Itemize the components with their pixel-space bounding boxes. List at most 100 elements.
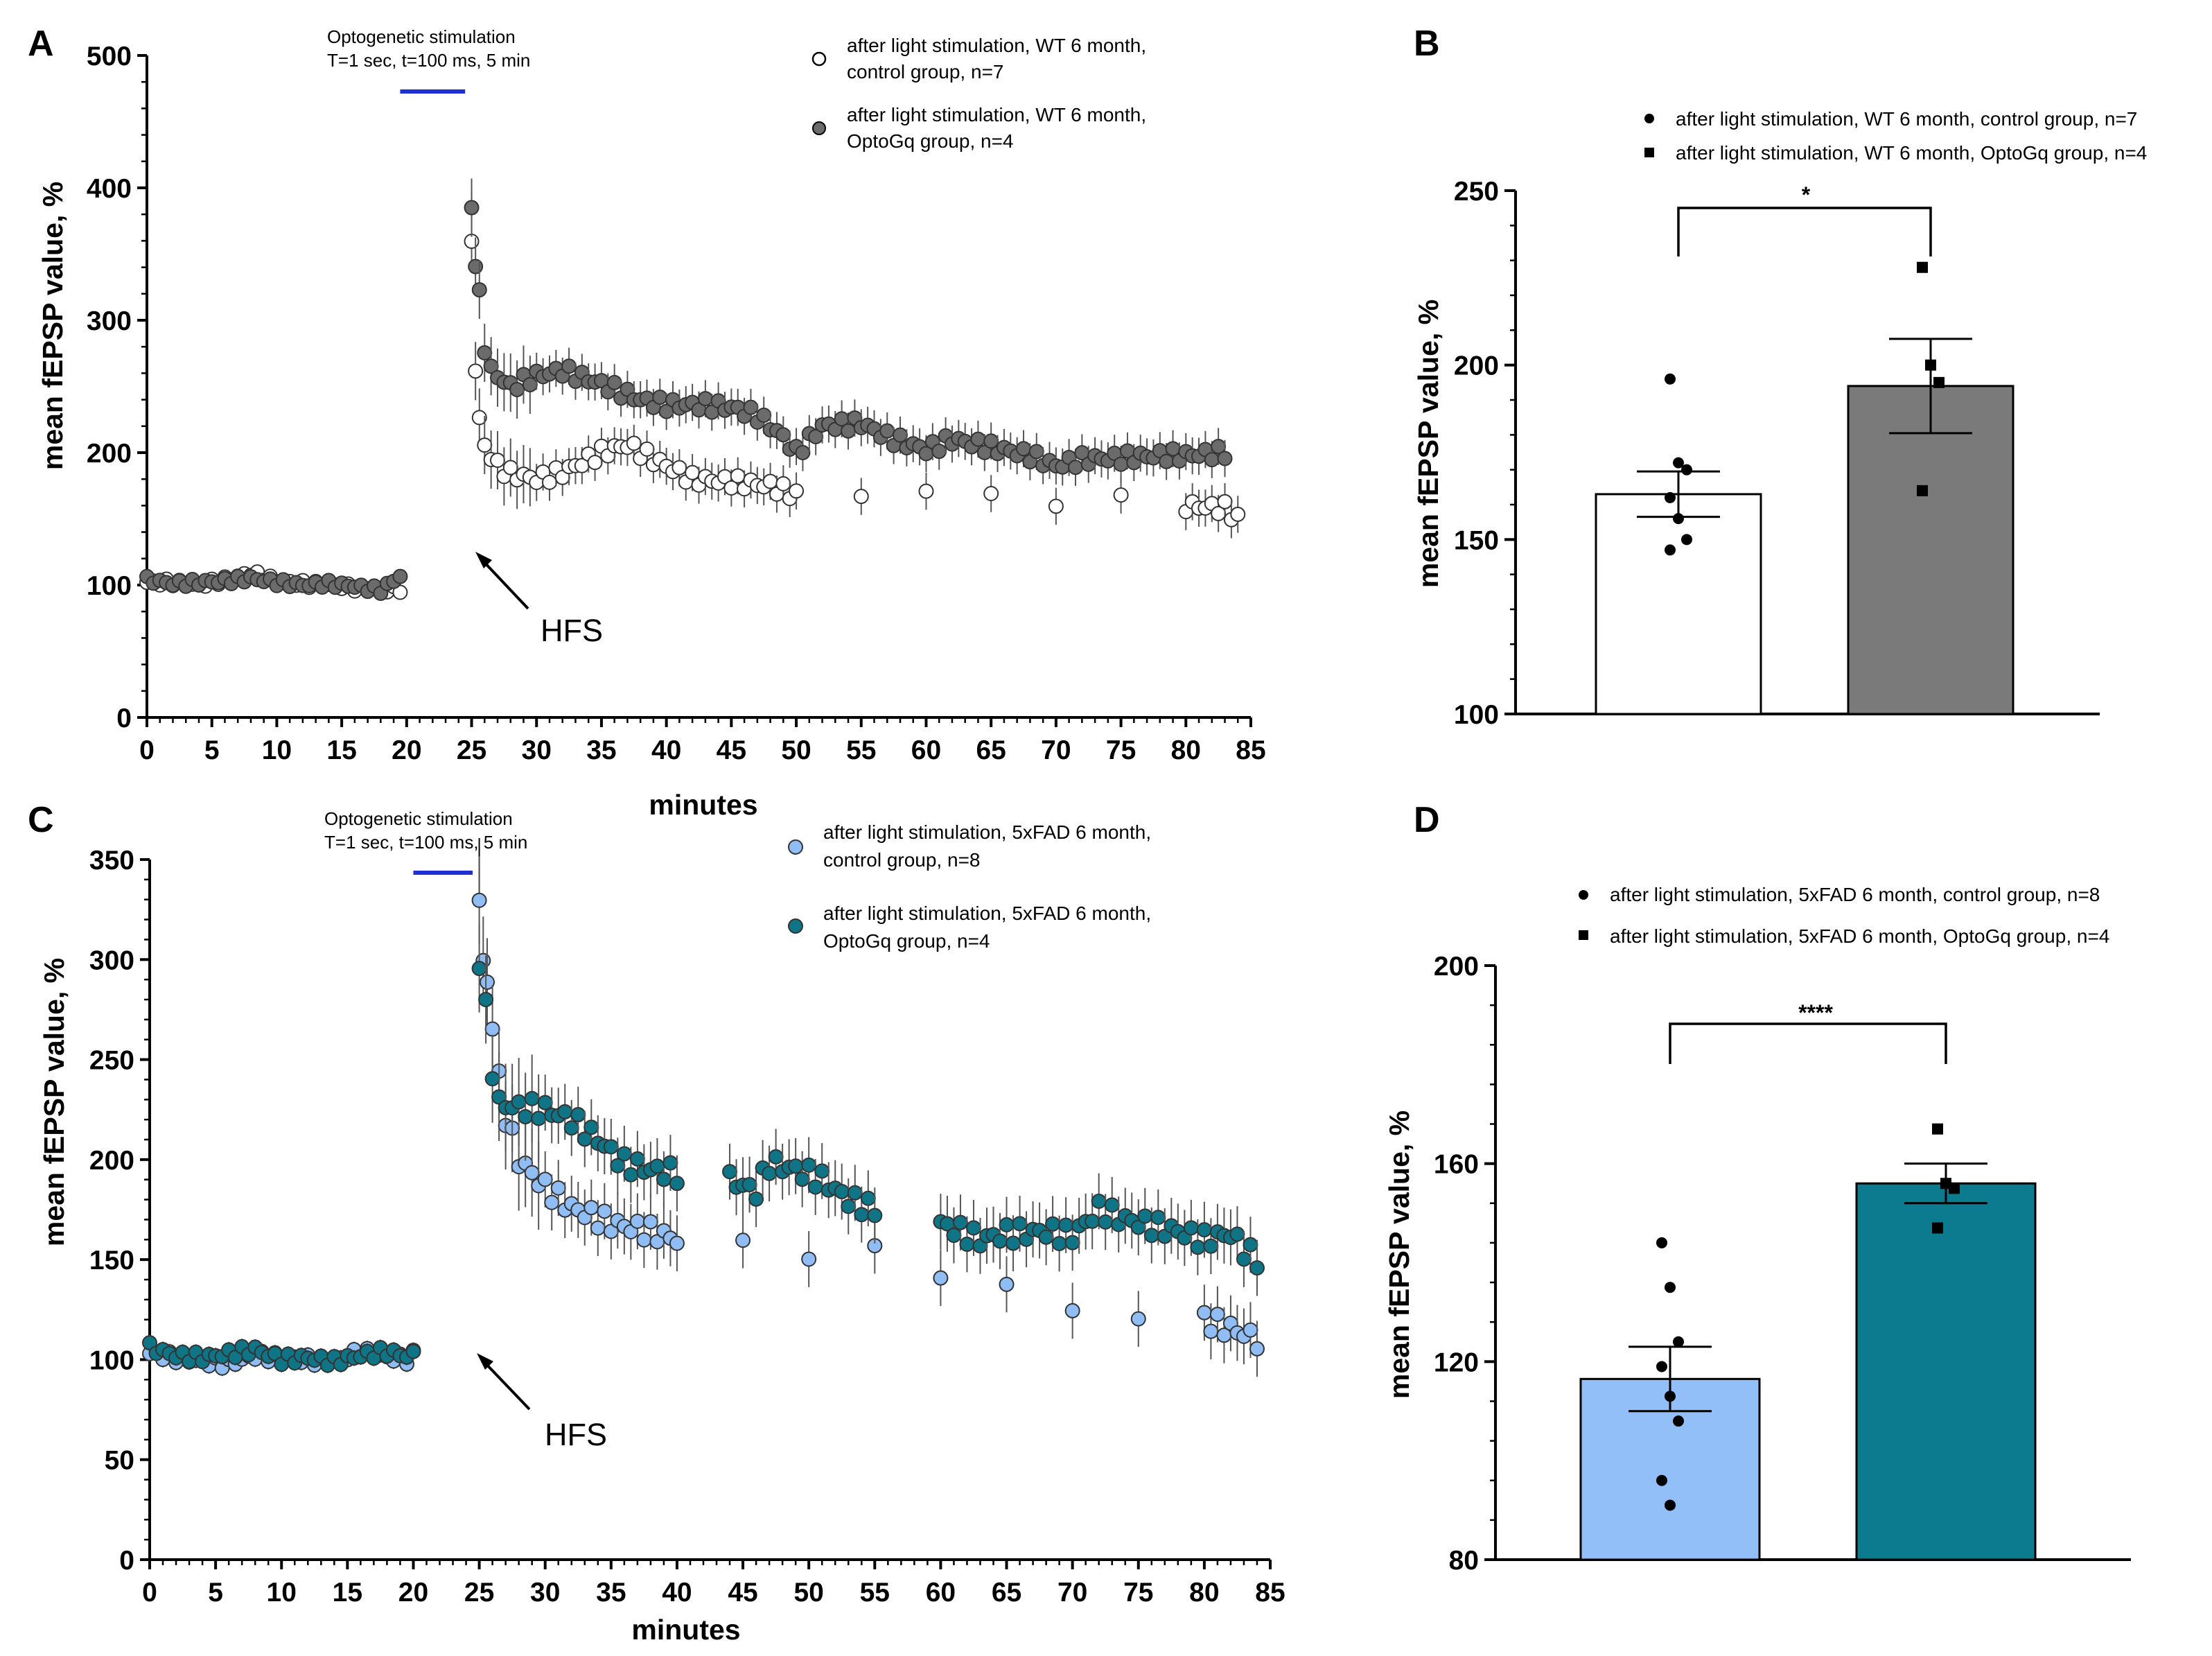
data-point xyxy=(801,1157,817,1173)
data-point xyxy=(983,486,999,502)
panel-a-hfs-label: HFS xyxy=(541,613,603,648)
individual-point xyxy=(1673,513,1684,525)
data-point xyxy=(892,427,908,443)
data-point xyxy=(471,892,487,908)
data-point xyxy=(999,1276,1015,1292)
individual-point xyxy=(1925,359,1936,371)
data-point xyxy=(636,1232,652,1248)
individual-point xyxy=(1665,491,1676,503)
data-point xyxy=(730,468,746,484)
y-tick-label: 300 xyxy=(87,306,132,336)
data-point xyxy=(847,1185,863,1201)
y-tick-label: 250 xyxy=(89,1046,134,1076)
panel-b-legend-marker-control xyxy=(1644,114,1654,123)
x-tick-label: 10 xyxy=(267,1578,297,1607)
individual-point xyxy=(1665,1282,1676,1293)
x-tick-label: 80 xyxy=(1189,1578,1219,1607)
data-point xyxy=(931,444,947,460)
individual-point xyxy=(1681,464,1692,476)
data-point xyxy=(1204,452,1220,468)
data-point xyxy=(1190,1239,1206,1255)
panel-a-legend-marker-control xyxy=(811,51,827,67)
panel-c-legend-control-line2: control group, n=8 xyxy=(823,849,981,871)
y-tick-label: 120 xyxy=(1434,1348,1479,1377)
x-tick-label: 30 xyxy=(530,1578,560,1607)
data-point xyxy=(583,1119,599,1135)
x-tick-label: 15 xyxy=(333,1578,362,1607)
data-point xyxy=(468,259,484,274)
panel-b-significance: * xyxy=(1802,182,1811,207)
data-point xyxy=(1236,1251,1252,1267)
data-point xyxy=(623,1167,639,1183)
data-point xyxy=(795,444,811,460)
panel-c-y-axis-title: mean fEPSP value, % xyxy=(38,958,70,1246)
data-point xyxy=(1203,1238,1219,1254)
data-point xyxy=(1045,1216,1061,1232)
data-point xyxy=(741,1177,757,1193)
x-tick-label: 70 xyxy=(1057,1578,1087,1607)
individual-point xyxy=(1656,1237,1667,1248)
y-tick-label: 0 xyxy=(116,704,132,733)
panel-c-hfs-label: HFS xyxy=(545,1417,607,1452)
y-tick-label: 200 xyxy=(1434,952,1479,982)
data-point xyxy=(1016,441,1032,457)
data-point xyxy=(775,427,791,443)
data-point xyxy=(854,1207,870,1223)
x-tick-label: 30 xyxy=(522,735,552,765)
y-tick-label: 400 xyxy=(87,174,132,204)
data-point xyxy=(471,961,487,977)
x-tick-label: 25 xyxy=(464,1578,494,1607)
data-point xyxy=(1217,494,1233,509)
individual-point xyxy=(1665,1499,1676,1511)
y-tick-label: 150 xyxy=(1454,525,1499,555)
panel-b-legend-optogq: after light stimulation, WT 6 month, Opt… xyxy=(1676,142,2147,164)
x-tick-label: 35 xyxy=(596,1578,626,1607)
panel-d-significance: **** xyxy=(1798,1000,1833,1025)
individual-point xyxy=(1665,1391,1676,1402)
data-point xyxy=(970,431,986,447)
data-point xyxy=(561,358,577,374)
panel-d-bar-1 xyxy=(1855,1182,2037,1561)
panel-c-legend-control-line1: after light stimulation, 5xFAD 6 month, xyxy=(823,821,1151,843)
data-point xyxy=(490,452,506,468)
panel-letter-b: B xyxy=(1414,24,1440,64)
panel-c-series-1 xyxy=(142,924,1265,1374)
panel-a-legend-marker-optogq xyxy=(812,121,826,135)
panel-b-legend-control: after light stimulation, WT 6 month, con… xyxy=(1676,108,2137,130)
data-point xyxy=(616,1146,632,1162)
x-tick-label: 5 xyxy=(208,1578,223,1607)
x-tick-label: 75 xyxy=(1123,1578,1153,1607)
x-tick-label: 40 xyxy=(651,735,681,765)
panel-a-legend: after light stimulation, WT 6 month, con… xyxy=(811,35,1146,152)
x-tick-label: 80 xyxy=(1171,735,1201,765)
panel-a-legend-optogq-line2: OptoGq group, n=4 xyxy=(847,130,1014,152)
panel-a-timecourse-chart: 0 100 200 300 400 500 0 5 10 15 20 25 30 35 40 45 50 55 60… xyxy=(37,26,1266,821)
data-point xyxy=(1230,506,1246,522)
panel-b-bar-0 xyxy=(1595,493,1762,715)
significance-bracket xyxy=(1677,207,1932,256)
panel-a-legend-control-line1: after light stimulation, WT 6 month, xyxy=(847,35,1146,56)
panel-d-legend-optogq: after light stimulation, 5xFAD 6 month, … xyxy=(1610,925,2109,947)
x-tick-label: 60 xyxy=(911,735,941,765)
y-tick-label: 200 xyxy=(87,439,132,469)
data-point xyxy=(1028,444,1044,460)
panel-d-y-axis-title: mean fEPSP value, % xyxy=(1383,1110,1415,1399)
data-point xyxy=(768,1149,784,1165)
data-point xyxy=(629,1213,645,1229)
data-point xyxy=(788,1158,804,1174)
x-tick-label: 45 xyxy=(717,735,746,765)
data-point xyxy=(477,345,493,360)
data-point xyxy=(603,1139,619,1155)
x-tick-label: 20 xyxy=(398,1578,428,1607)
data-point xyxy=(1051,1235,1067,1251)
data-point xyxy=(1130,1311,1146,1327)
x-tick-label: 50 xyxy=(793,1578,823,1607)
y-tick-label: 200 xyxy=(89,1146,134,1176)
y-tick-label: 100 xyxy=(87,571,132,601)
data-point xyxy=(652,390,668,406)
panel-a-series-1 xyxy=(139,178,1233,601)
data-point xyxy=(1098,1214,1114,1230)
individual-point xyxy=(1673,1336,1684,1348)
panel-b-legend-marker-optogq xyxy=(1644,148,1654,157)
